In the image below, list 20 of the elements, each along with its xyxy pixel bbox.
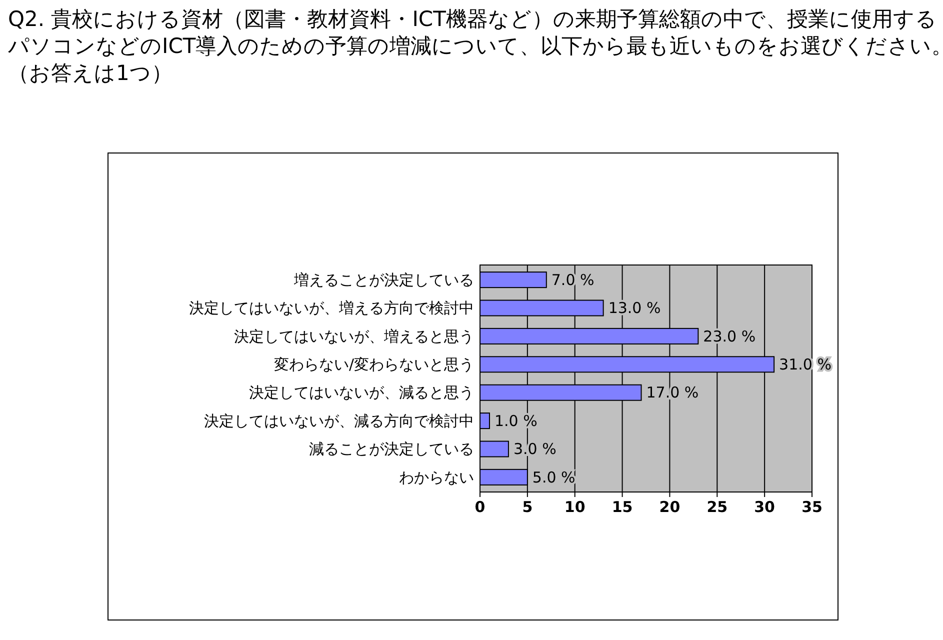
y-tick-label: 決定してはいないが、減る方向で検討中 xyxy=(204,412,474,430)
y-tick-label: 減ることが決定している xyxy=(309,440,474,458)
data-label: 7.0 % xyxy=(551,270,594,289)
y-tick-label: わからない xyxy=(399,468,474,486)
chart-title: Q2. 貴校における資材（図書・教材資料・ICT機器など）の来期予算総額の中で、授業に使用するパソコンなどのICT導入のための予算の増減について、以下から最も近いものをお選びください。（お答えは1つ） xyxy=(7,7,943,85)
y-tick-label: 決定してはいないが、減ると思う xyxy=(249,384,474,402)
y-tick-label: 決定してはいないが、増える方向で検討中 xyxy=(189,299,474,318)
y-tick-label: 変わらない/変わらないと思う xyxy=(274,355,474,374)
x-tick-label: 35 xyxy=(802,498,822,516)
x-tick-label: 10 xyxy=(564,498,586,516)
x-tick-label: 25 xyxy=(706,498,728,516)
y-tick-label: 決定してはいないが、増えると思う xyxy=(234,327,474,346)
x-tick-label: 5 xyxy=(522,498,533,516)
x-tick-label: 20 xyxy=(659,498,680,516)
data-label: 5.0 % xyxy=(532,468,576,486)
y-tick-label: 増えることが決定している xyxy=(293,270,474,289)
x-tick-label: 0 xyxy=(474,498,486,516)
data-label: 31.0 % xyxy=(779,355,832,374)
x-tick-label: 30 xyxy=(754,498,776,516)
x-tick-label: 15 xyxy=(612,498,633,516)
